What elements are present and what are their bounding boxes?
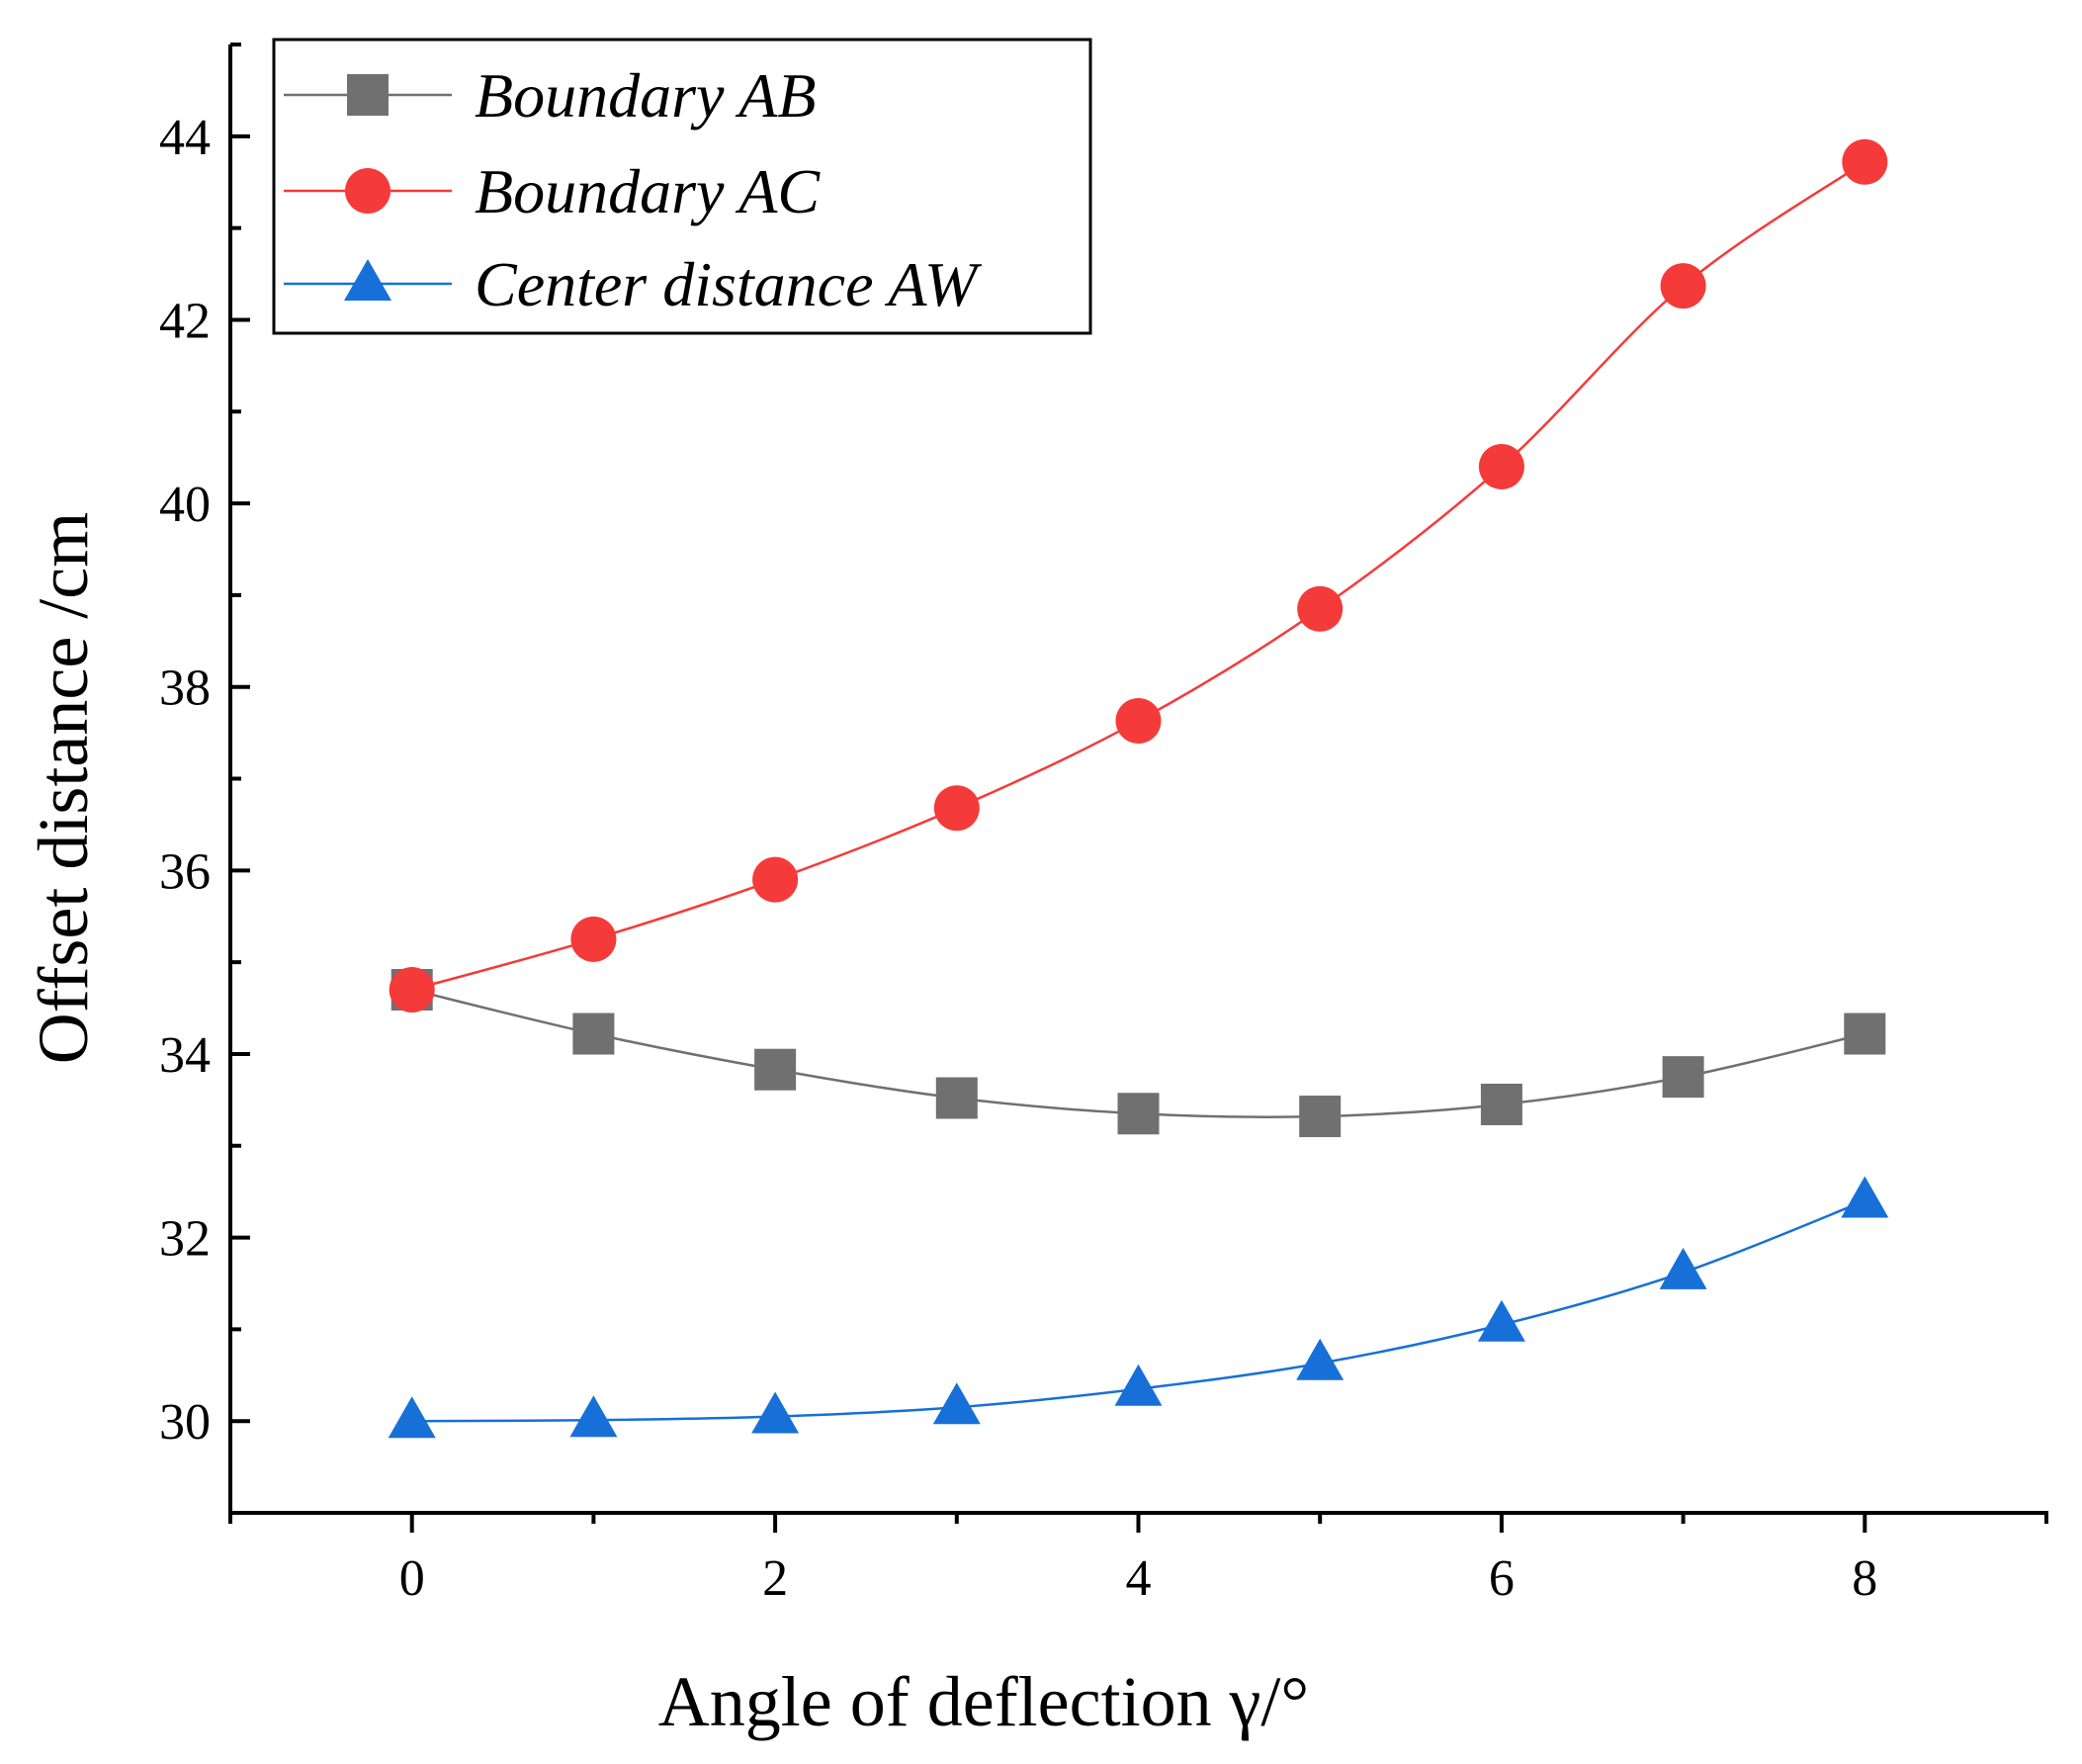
data-point-series-0 — [754, 1048, 797, 1091]
legend-label-2: Center distance AW — [475, 249, 983, 319]
y-tick-label: 40 — [159, 477, 211, 533]
legend-label-0: Boundary AB — [475, 60, 816, 131]
legend-marker-2 — [344, 259, 391, 301]
data-point-series-2 — [1114, 1364, 1163, 1406]
x-tick-label: 4 — [1126, 1550, 1152, 1607]
data-point-series-1 — [570, 916, 617, 962]
data-point-series-2 — [1477, 1299, 1525, 1342]
data-point-series-0 — [935, 1077, 978, 1119]
y-tick-label: 44 — [159, 110, 211, 166]
y-tick-label: 42 — [159, 293, 211, 349]
x-tick-label: 8 — [1852, 1550, 1877, 1607]
y-axis-title: Offset distance /cm — [24, 512, 103, 1065]
data-point-series-1 — [1297, 585, 1344, 632]
data-point-series-1 — [1478, 443, 1524, 489]
y-tick-label: 38 — [159, 661, 211, 717]
data-point-series-2 — [932, 1382, 981, 1425]
data-point-series-0 — [1299, 1096, 1342, 1138]
y-tick-label: 30 — [159, 1394, 211, 1451]
data-point-series-0 — [572, 1013, 615, 1055]
data-point-series-2 — [569, 1395, 618, 1438]
data-point-series-1 — [933, 785, 980, 832]
x-axis-title: Angle of deflection γ/° — [658, 1662, 1309, 1741]
data-point-series-1 — [1115, 698, 1162, 745]
x-tick-label: 6 — [1489, 1550, 1515, 1607]
data-point-series-1 — [1660, 263, 1706, 309]
data-point-series-0 — [1480, 1083, 1522, 1125]
data-point-series-2 — [751, 1391, 800, 1434]
x-tick-label: 2 — [762, 1550, 788, 1607]
data-point-series-0 — [1844, 1013, 1886, 1055]
data-point-series-1 — [752, 856, 799, 903]
x-tick-label: 0 — [399, 1550, 425, 1607]
data-point-series-0 — [1117, 1093, 1160, 1135]
data-point-series-2 — [1841, 1176, 1889, 1218]
y-tick-label: 34 — [159, 1027, 211, 1084]
legend-marker-1 — [345, 168, 390, 214]
data-point-series-1 — [389, 966, 435, 1013]
data-point-series-2 — [1659, 1247, 1707, 1289]
y-tick-label: 36 — [159, 843, 211, 900]
legend-label-1: Boundary AC — [475, 156, 821, 226]
series-layer — [388, 138, 1889, 1439]
legend: Boundary AB Boundary AC Center distance AW — [272, 38, 1092, 335]
data-point-series-2 — [1296, 1338, 1345, 1380]
legend-marker-0 — [347, 74, 389, 116]
data-point-series-1 — [1842, 138, 1888, 185]
data-point-series-2 — [388, 1396, 436, 1439]
y-tick-label: 32 — [159, 1211, 211, 1268]
data-point-series-0 — [1662, 1056, 1704, 1099]
axes: 30 32 34 36 38 40 42 44 0 2 4 6 8 — [159, 43, 2048, 1607]
